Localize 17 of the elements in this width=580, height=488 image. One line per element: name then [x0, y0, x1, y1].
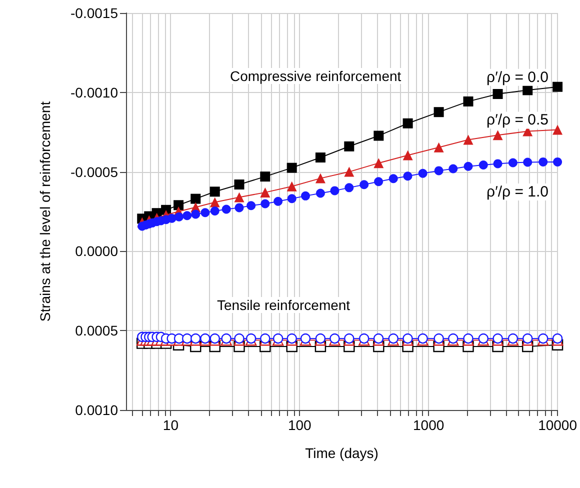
- series-label: ρ′/ρ = 1.0: [486, 183, 549, 200]
- y-tick-label: -0.0015: [70, 5, 118, 21]
- annotation: Compressive reinforcement: [230, 68, 402, 84]
- x-tick-label: 10: [162, 417, 179, 433]
- annotation: Tensile reinforcement: [217, 297, 350, 313]
- x-axis-title: Time (days): [305, 445, 378, 461]
- y-tick-label: 0.0005: [75, 322, 118, 339]
- x-tick-label: 1000: [413, 417, 444, 433]
- y-tick-label: -0.0005: [70, 164, 118, 180]
- x-tick-label: 100: [288, 417, 312, 433]
- y-tick-label: 0.0000: [75, 243, 118, 260]
- y-tick-label: 0.0010: [75, 402, 118, 418]
- y-tick-label: -0.0010: [70, 84, 118, 100]
- y-axis-title: Strains at the level of reinforcement: [37, 101, 53, 322]
- series-label: ρ′/ρ = 0.0: [486, 68, 549, 86]
- series-label: ρ′/ρ = 0.5: [486, 112, 549, 129]
- x-tick-label: 10000: [538, 417, 578, 433]
